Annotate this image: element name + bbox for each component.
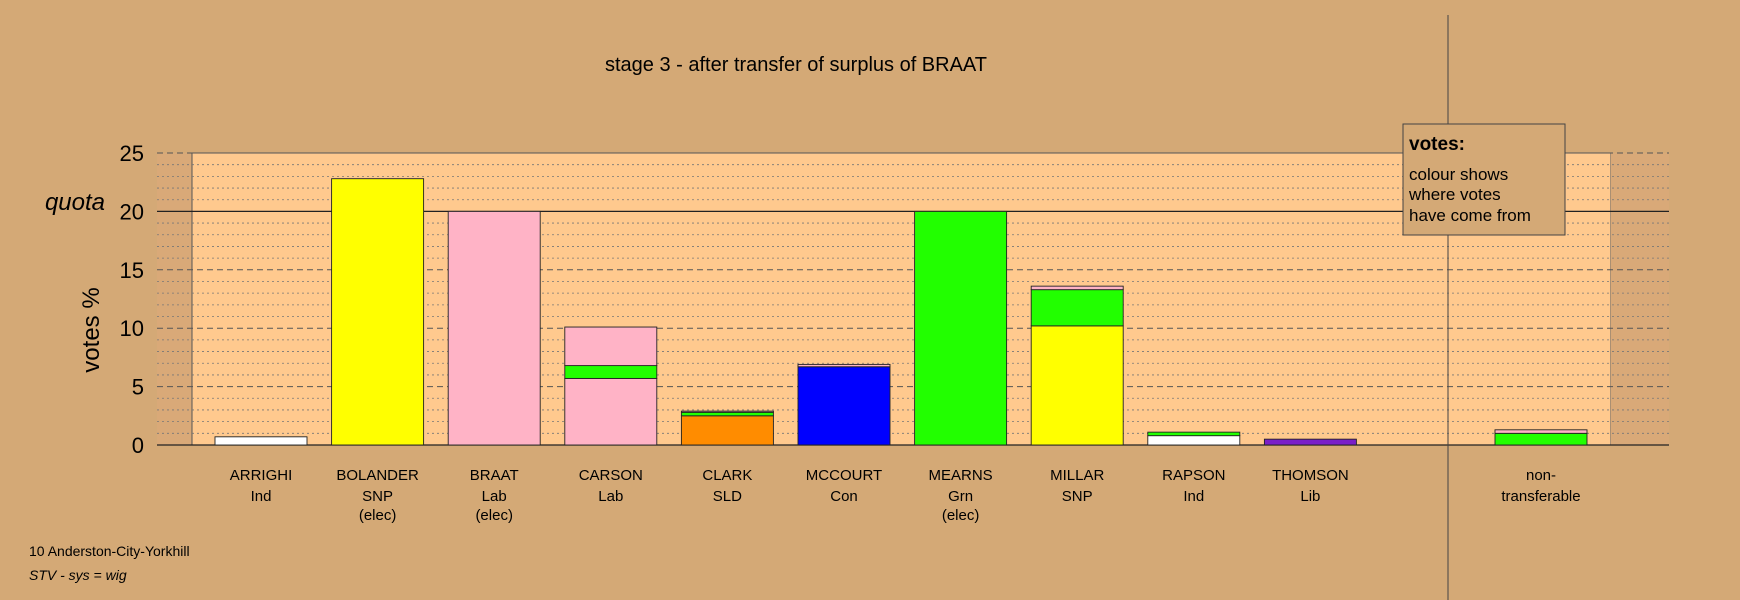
- bar-segment-arrighi: [214, 436, 308, 446]
- x-label-name: RAPSON: [1162, 467, 1225, 484]
- bar-segment-clark: [680, 415, 774, 446]
- bar-segment-clark: [680, 410, 774, 413]
- y-tick-label: 20: [120, 199, 144, 224]
- bar-segment-bolander: [331, 178, 425, 446]
- x-labels: ARRIGHI Ind BOLANDER SNP (elec) BRAAT Lab (elec…: [230, 467, 1581, 524]
- x-label-name: MILLAR: [1050, 467, 1104, 484]
- plot-right-margin: [1611, 153, 1669, 445]
- x-label-party: SNP: [1062, 488, 1093, 505]
- x-label-party: Con: [830, 488, 858, 505]
- y-tick-label: 10: [120, 316, 144, 341]
- bar-segment-rapson: [1147, 431, 1241, 437]
- voting-system: STV - sys = wig: [29, 567, 127, 583]
- bar-segment-mccourt: [797, 366, 891, 446]
- x-label-party: Grn: [948, 488, 973, 505]
- chart-title: stage 3 - after transfer of surplus of B…: [605, 54, 987, 76]
- x-label-name: BRAAT: [470, 467, 519, 484]
- x-label-party: SLD: [713, 488, 742, 505]
- bar-segment-mearns: [914, 210, 1008, 446]
- x-label-name: CARSON: [579, 467, 643, 484]
- bar-segment-millar: [1030, 289, 1124, 327]
- bar-segment-braat: [447, 210, 541, 446]
- x-label-name: MCCOURT: [806, 467, 882, 484]
- x-label-party: Lib: [1300, 488, 1320, 505]
- x-label-name: BOLANDER: [336, 467, 419, 484]
- quota-label: quota: [45, 189, 105, 216]
- legend-title: votes:: [1409, 134, 1465, 155]
- x-label-name: MEARNS: [929, 467, 993, 484]
- y-tick-label: 5: [132, 375, 144, 400]
- y-tick-label: 0: [132, 433, 144, 458]
- bar-segment-carson: [564, 377, 658, 446]
- bar-segment-mccourt: [797, 363, 891, 368]
- legend: votes: colour shows where votes have com…: [1402, 123, 1566, 236]
- x-label-status: (elec): [475, 507, 513, 524]
- x-label-party: Ind: [251, 488, 272, 505]
- legend-line: colour shows: [1409, 165, 1508, 184]
- bar-segment-carson: [564, 365, 658, 379]
- bar-segment-carson: [564, 326, 658, 367]
- x-label-status: (elec): [359, 507, 397, 524]
- legend-line: have come from: [1409, 206, 1531, 225]
- plot-area: [191, 152, 1612, 446]
- bar-segment-millar: [1030, 285, 1124, 291]
- bar-segment-nontransferable: [1494, 432, 1588, 446]
- x-label-party: Lab: [598, 488, 623, 505]
- legend-line: where votes: [1408, 185, 1501, 204]
- bars: [214, 178, 1588, 446]
- y-axis-label: votes %: [78, 287, 105, 372]
- y-tick-label: 15: [120, 258, 144, 283]
- x-label-nontransferable: non-: [1526, 467, 1556, 484]
- legend-box: [1402, 123, 1566, 236]
- bar-segment-clark: [680, 411, 774, 417]
- x-label-name: ARRIGHI: [230, 467, 293, 484]
- bar-segment-rapson: [1147, 435, 1241, 446]
- x-label-party: SNP: [362, 488, 393, 505]
- bar-segment-millar: [1030, 325, 1124, 446]
- bar-segment-nontransferable: [1494, 429, 1588, 434]
- x-label-name: CLARK: [702, 467, 752, 484]
- x-label-nontransferable: transferable: [1501, 488, 1580, 505]
- y-ticks: 0 5 10 15 20 25: [120, 141, 144, 458]
- y-tick-label: 25: [120, 141, 144, 166]
- ward-name: 10 Anderston-City-Yorkhill: [29, 543, 190, 559]
- x-label-name: THOMSON: [1272, 467, 1349, 484]
- bar-segment-thomson: [1263, 438, 1357, 446]
- x-label-party: Ind: [1183, 488, 1204, 505]
- plot-left-margin: [157, 153, 192, 445]
- x-label-party: Lab: [482, 488, 507, 505]
- x-label-status: (elec): [942, 507, 980, 524]
